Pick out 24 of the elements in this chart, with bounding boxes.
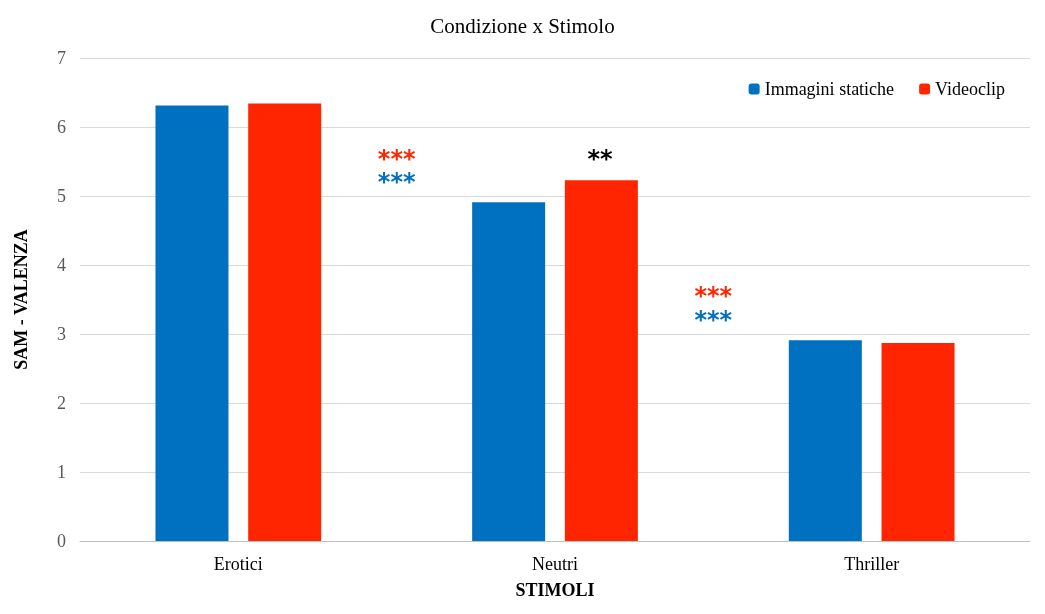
legend-label: Immagini statiche	[764, 79, 895, 99]
annotation: **	[587, 145, 613, 174]
x-tick-label: Erotici	[213, 554, 263, 574]
legend-label: Videoclip	[935, 79, 1006, 99]
chart-title: Condizione x Stimolo	[430, 13, 615, 38]
y-tick-label: 6	[57, 117, 66, 137]
y-tick-label: 7	[57, 48, 66, 68]
bar	[881, 342, 955, 541]
bar	[472, 202, 546, 541]
y-tick-label: 4	[57, 255, 66, 275]
y-tick-label: 1	[57, 462, 66, 482]
x-tick-label: Thriller	[844, 554, 900, 574]
bar	[788, 340, 862, 541]
annotation: ***	[377, 168, 416, 197]
y-axis-title: SAM - VALENZA	[11, 229, 31, 370]
y-tick-label: 2	[57, 393, 66, 413]
y-tick-label: 3	[57, 324, 66, 344]
bar	[155, 105, 229, 541]
bar	[564, 180, 638, 541]
x-tick-label: Neutri	[532, 554, 578, 574]
bar	[248, 103, 322, 541]
y-tick-label: 0	[57, 531, 66, 551]
y-tick-label: 5	[57, 186, 66, 206]
x-axis-title: STIMOLI	[515, 580, 595, 600]
